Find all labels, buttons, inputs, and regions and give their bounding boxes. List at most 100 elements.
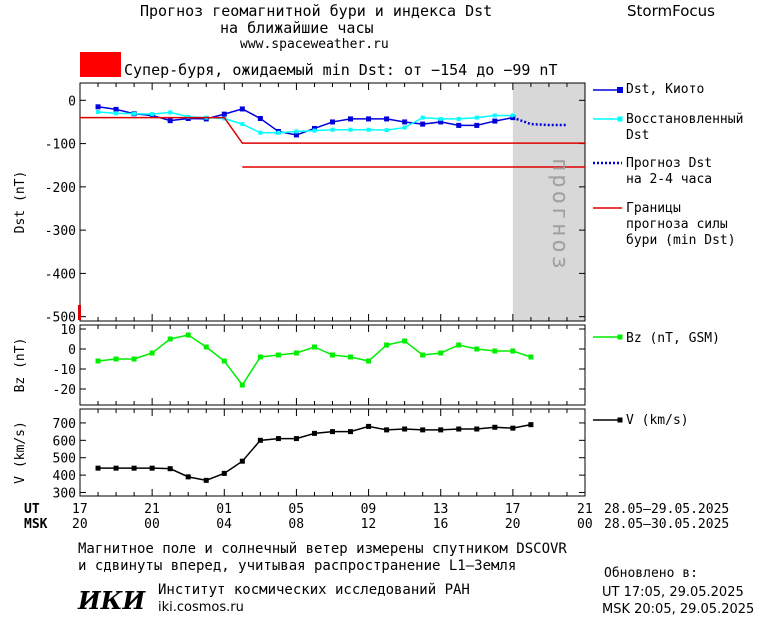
v-point (185, 474, 191, 480)
msk-tick-label: 00 (144, 517, 160, 532)
bz-point (384, 342, 390, 348)
bz-point (438, 350, 444, 356)
dst-point (276, 130, 281, 135)
legend-v: V (km/s) (626, 413, 689, 428)
ut-label: UT (24, 502, 40, 517)
dst-point (258, 130, 263, 135)
bz-point (185, 332, 191, 338)
ut-range: 28.05–29.05.2025 (604, 502, 730, 517)
ut-tick-label: 01 (216, 502, 232, 517)
institute-name: Институт космических исследований РАН (158, 582, 470, 598)
dst-point (96, 109, 101, 114)
msk-label: MSK (24, 517, 48, 532)
bz-point (330, 352, 335, 358)
bz-frame (79, 324, 586, 406)
dst-series-line (97, 111, 513, 134)
dst-point (384, 116, 390, 122)
legend-bz: Bz (nT, GSM) (626, 331, 720, 346)
ut-tick-label: 17 (504, 502, 521, 517)
updated-ut: UT 17:05, 29.05.2025 (602, 585, 744, 600)
msk-range: 28.05–30.05.2025 (604, 517, 730, 532)
v-point (167, 466, 173, 472)
dst-point (132, 111, 137, 116)
bz-ytick-label: -10 (53, 363, 76, 378)
legend-forecast-2: на 2-4 часа (626, 172, 713, 187)
legend-dst-kyoto: Dst, Киото (626, 82, 705, 97)
dst-point (167, 118, 173, 124)
chart-title: Прогноз геомагнитной бури и индекса Dst (140, 2, 493, 20)
dst-point (240, 122, 245, 127)
msk-tick-label: 20 (504, 517, 521, 532)
v-point (113, 465, 119, 471)
msk-tick-label: 20 (72, 517, 88, 532)
institute-site[interactable]: iki.cosmos.ru (158, 600, 244, 615)
bz-point (149, 350, 155, 356)
dst-point (257, 115, 263, 121)
v-point (348, 429, 354, 435)
v-point (131, 465, 137, 471)
bz-point (113, 356, 119, 362)
v-point (257, 437, 263, 443)
v-point (438, 427, 444, 433)
v-ytick-label: 600 (53, 434, 76, 449)
bz-point (366, 358, 372, 364)
dst-point (456, 122, 462, 128)
dst-point (402, 125, 407, 130)
bz-point (348, 354, 354, 360)
dst-point (510, 113, 515, 118)
v-point (456, 426, 462, 432)
v-ylabel: V (km/s) (13, 421, 28, 484)
msk-tick-label: 00 (577, 517, 593, 532)
dst-point (456, 116, 461, 121)
dst-point (366, 127, 371, 132)
v-point (420, 427, 426, 433)
v-ytick-label: 400 (53, 469, 76, 484)
dst-point (330, 127, 335, 132)
v-frame (79, 408, 586, 497)
dst-point (239, 106, 245, 112)
v-point (492, 424, 498, 430)
dst-point (168, 110, 173, 115)
dst-point (474, 122, 480, 128)
dst-point (384, 128, 389, 133)
v-point (203, 477, 209, 483)
dst-point (113, 106, 119, 112)
v-point (293, 436, 299, 442)
updated-label: Обновлено в: (604, 566, 698, 581)
legend-dst-symbol-marker (617, 87, 623, 93)
bz-ylabel: Bz (nT) (13, 338, 28, 393)
dst-point (150, 112, 155, 117)
dst-point (420, 115, 425, 120)
bz-series-line (97, 334, 532, 387)
v-ytick-label: 700 (53, 417, 76, 432)
bz-ytick-label: -20 (53, 383, 76, 398)
bz-point (474, 346, 480, 352)
dst-point (186, 114, 191, 119)
dst-point (420, 121, 426, 127)
dst-point (492, 118, 498, 124)
dst-point (95, 104, 101, 110)
site-url[interactable]: www.spaceweather.ru (240, 37, 389, 52)
legend-bounds-1: Границы (626, 201, 681, 216)
v-point (95, 465, 101, 471)
v-ytick-label: 500 (53, 452, 76, 467)
iki-logo: ИКИ (78, 586, 146, 615)
footer-note-1: Магнитное поле и солнечный ветер измерен… (78, 541, 567, 557)
bz-point (402, 338, 408, 344)
legend-bounds-2: прогноза силы (626, 217, 728, 232)
v-point (311, 430, 317, 436)
bz-point (167, 336, 173, 342)
dst-point (312, 128, 317, 133)
bz-point (131, 356, 137, 362)
ut-tick-label: 21 (577, 502, 593, 517)
storm-swatch (80, 52, 121, 77)
v-ytick-label: 300 (53, 487, 76, 502)
dst-floor-marker (78, 305, 81, 320)
dst-ytick-label: -400 (45, 267, 76, 282)
legend-bounds-3: бури (min Dst) (626, 233, 736, 248)
bz-point (456, 342, 462, 348)
ut-tick-label: 13 (432, 502, 449, 517)
dst-ytick-label: 0 (68, 94, 76, 109)
dst-point (438, 119, 444, 125)
bz-point (311, 344, 317, 350)
